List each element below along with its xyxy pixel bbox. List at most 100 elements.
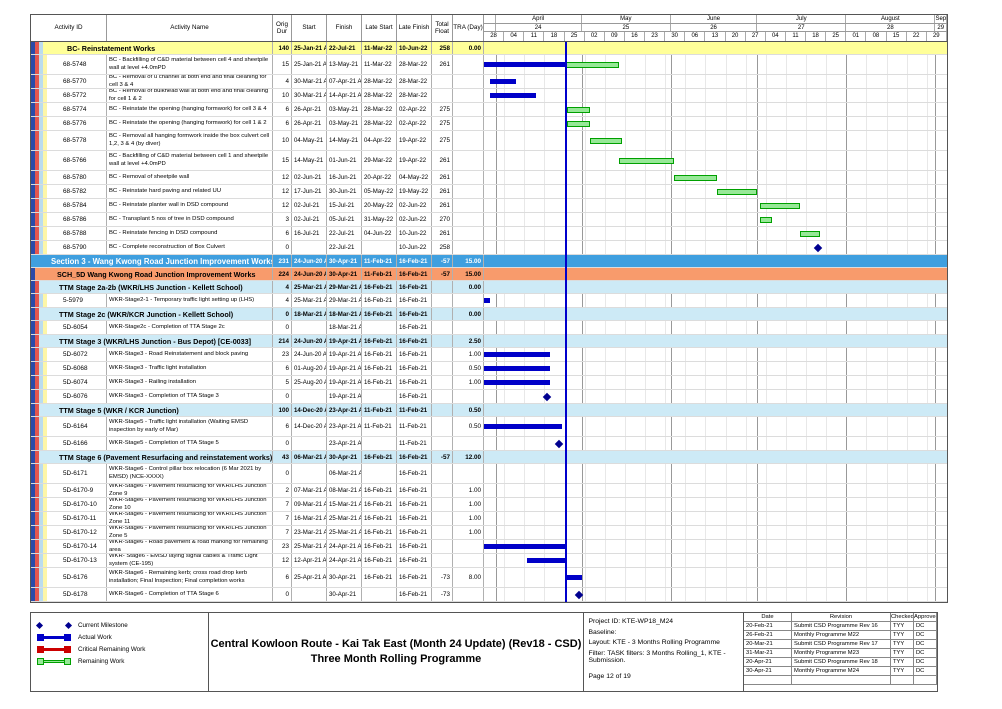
revision-table: Date Revision Checked Approved 20-Feb-21 Subm… bbox=[744, 613, 937, 691]
actual-work-bar[interactable] bbox=[484, 62, 565, 67]
cell-late-finish: 16-Feb-21 bbox=[397, 294, 432, 307]
group-indent-stripe bbox=[43, 568, 47, 587]
group-indent-stripe bbox=[43, 498, 47, 511]
month-number: 27 bbox=[757, 24, 847, 31]
activity-row[interactable]: 68-5772 BC - Removal of bulkhead wall at … bbox=[31, 89, 947, 103]
activity-row[interactable]: 68-5782 BC - Reinstate hard paving and re… bbox=[31, 185, 947, 199]
remaining-work-bar[interactable] bbox=[760, 202, 801, 209]
milestone-icon[interactable] bbox=[574, 590, 584, 599]
cell-activity-name: BC - Removal all hanging formwork inside… bbox=[107, 131, 273, 150]
column-header: Activity ID bbox=[31, 15, 107, 41]
revision-row: 20-Mar-21 Submit CSD Programme Rev 17 TYY D… bbox=[744, 640, 937, 649]
actual-work-bar[interactable] bbox=[527, 558, 565, 563]
cell-activity-id: 5D-6170-11 bbox=[47, 512, 107, 525]
revision-cell: DC bbox=[914, 631, 937, 639]
activity-row[interactable]: 5D-6170-9 WKR-Stage6 - Pavement resurfaci… bbox=[31, 484, 947, 498]
activity-row[interactable]: 5D-6074 WKR-Stage3 - Railing installation… bbox=[31, 376, 947, 390]
remaining-work-bar[interactable] bbox=[619, 157, 674, 164]
remaining-work-bar[interactable] bbox=[567, 120, 591, 127]
activity-row[interactable]: 68-5786 BC - Transplant 5 nos of tree in … bbox=[31, 213, 947, 227]
gantt-row-canvas bbox=[484, 42, 947, 54]
cell-activity-id: 68-5790 bbox=[47, 241, 107, 254]
group-indent-stripe bbox=[39, 464, 43, 483]
activity-row[interactable]: 5D-6068 WKR-Stage3 - Traffic light instal… bbox=[31, 362, 947, 376]
cell-start: 30-Mar-21 A bbox=[292, 89, 327, 102]
actual-work-bar[interactable] bbox=[489, 93, 536, 98]
remaining-work-bar[interactable] bbox=[567, 106, 591, 113]
group-indent-stripe bbox=[35, 199, 39, 212]
cell-activity-id: 5D-6176 bbox=[47, 568, 107, 587]
cell-start bbox=[292, 390, 327, 403]
remaining-work-bar[interactable] bbox=[590, 137, 623, 144]
actual-work-bar[interactable] bbox=[484, 380, 551, 385]
legend-label: Actual Work bbox=[78, 633, 112, 641]
month-name-row: April May June July August Sep bbox=[484, 15, 947, 24]
activity-row[interactable]: 5D-6166 WKR-Stage5 - Completion of TTA St… bbox=[31, 437, 947, 451]
week-label: 20 bbox=[726, 32, 746, 41]
milestone-icon[interactable] bbox=[554, 439, 564, 448]
group-band-row[interactable]: TTM Stage 2a-2b (WKR/LHS Junction - Kell… bbox=[31, 281, 947, 294]
cell-finish: 30-Apr-21 bbox=[327, 255, 362, 267]
cell-dur: 0 bbox=[273, 241, 292, 254]
milestone-icon[interactable] bbox=[543, 392, 552, 401]
cell-late-start: 16-Feb-21 bbox=[362, 484, 397, 497]
group-band-row[interactable]: BC- Reinstatement Works 140 25-Jan-21 A 22-… bbox=[31, 42, 947, 55]
group-band-row[interactable]: SCH_5D Wang Kwong Road Junction Improvem… bbox=[31, 268, 947, 281]
cell-start: 25-Mar-21 A bbox=[292, 540, 327, 553]
activity-row[interactable]: 68-5766 BC - Backfilling of C&D material … bbox=[31, 151, 947, 171]
column-header: Start bbox=[292, 15, 327, 41]
group-band-label: TTM Stage 6 (Pavement Resurfacing and re… bbox=[39, 451, 273, 463]
remaining-work-bar[interactable] bbox=[673, 174, 717, 181]
group-band-row[interactable]: TTM Stage 5 (WKR / KCR Junction) 100 14-De… bbox=[31, 404, 947, 417]
cell-total-float bbox=[432, 484, 453, 497]
activity-row[interactable]: 68-5780 BC - Removal of sheetpile wall 12 0… bbox=[31, 171, 947, 185]
actual-work-bar[interactable] bbox=[484, 424, 562, 429]
activity-row[interactable]: 5D-6170-12 WKR-Stage6 - Pavement resurfac… bbox=[31, 526, 947, 540]
actual-work-bar[interactable] bbox=[484, 352, 551, 357]
remaining-work-bar[interactable] bbox=[760, 216, 772, 223]
activity-row[interactable]: 68-5770 BC - Removal of u channel at both… bbox=[31, 75, 947, 89]
remaining-work-bar[interactable] bbox=[564, 61, 620, 68]
week-label: 18 bbox=[544, 32, 565, 41]
actual-work-bar[interactable] bbox=[484, 298, 490, 303]
actual-work-bar[interactable] bbox=[564, 575, 582, 580]
cell-start: 25-Jan-21 A bbox=[292, 42, 327, 54]
activity-row[interactable]: 68-5788 BC - Reinstate fencing in DSD com… bbox=[31, 227, 947, 241]
group-band-row[interactable]: TTM Stage 2c (WKR/KCR Junction - Kellett… bbox=[31, 308, 947, 321]
cell-dur: 5 bbox=[273, 376, 292, 389]
cell-total-float: 258 bbox=[432, 42, 453, 54]
cell-dur: 4 bbox=[273, 294, 292, 307]
activity-row[interactable]: 5D-6076 WKR-Stage3 - Completion of TTA St… bbox=[31, 390, 947, 404]
actual-work-bar[interactable] bbox=[484, 366, 551, 371]
activity-row[interactable]: 5D-6170-13 WKR- Stage6 - EMSD laying sign… bbox=[31, 554, 947, 568]
activity-row[interactable]: 5-5979 WKR-Stage2-1 - Temporary traffic l… bbox=[31, 294, 947, 308]
group-indent-stripe bbox=[39, 498, 43, 511]
activity-row[interactable]: 68-5748 BC - Backfilling of C&D material … bbox=[31, 55, 947, 75]
activity-row[interactable]: 5D-6176 WKR-Stage6 - Remaining kerb; cros… bbox=[31, 568, 947, 588]
milestone-icon[interactable] bbox=[813, 243, 822, 252]
activity-row[interactable]: 68-5778 BC - Removal all hanging formwork… bbox=[31, 131, 947, 151]
group-band-row[interactable]: Section 3 - Wang Kwong Road Junction Imp… bbox=[31, 255, 947, 268]
group-indent-stripe bbox=[31, 321, 35, 334]
activity-row[interactable]: 5D-6171 WKR-Stage6 - Control pillar box r… bbox=[31, 464, 947, 484]
remaining-work-bar[interactable] bbox=[800, 230, 821, 237]
cell-dur: 12 bbox=[273, 554, 292, 567]
activity-row[interactable]: 5D-6170-11 WKR-Stage6 - Pavement resurfac… bbox=[31, 512, 947, 526]
activity-row[interactable]: 68-5784 BC - Reinstate planter wall in DS… bbox=[31, 199, 947, 213]
activity-row[interactable]: 5D-6170-14 WKR-Stage6 - Road pavement & r… bbox=[31, 540, 947, 554]
activity-row[interactable]: 68-5774 BC - Reinstate the opening (hangi… bbox=[31, 103, 947, 117]
activity-row[interactable]: 5D-6178 WKR-Stage6 - Completion of TTA St… bbox=[31, 588, 947, 602]
activity-row[interactable]: 5D-6164 WKR-Stage5 - Traffic light instal… bbox=[31, 417, 947, 437]
activity-row[interactable]: 68-5790 BC - Complete reconstruction of B… bbox=[31, 241, 947, 255]
revision-cell: TYY bbox=[891, 667, 914, 675]
group-band-row[interactable]: TTM Stage 6 (Pavement Resurfacing and re… bbox=[31, 451, 947, 464]
actual-work-bar[interactable] bbox=[489, 79, 516, 84]
activity-row[interactable]: 5D-6054 WKR-Stage2c - Completion of TTA S… bbox=[31, 321, 947, 335]
remaining-work-bar[interactable] bbox=[716, 188, 758, 195]
cell-finish: 15-Mar-21 A bbox=[327, 498, 362, 511]
group-band-row[interactable]: TTM Stage 3 (WKR/LHS Junction - Bus Depo… bbox=[31, 335, 947, 348]
actual-work-bar[interactable] bbox=[484, 544, 565, 549]
activity-row[interactable]: 5D-6072 WKR-Stage3 - Road Reinstatement a… bbox=[31, 348, 947, 362]
activity-row[interactable]: 5D-6170-10 WKR-Stage6 - Pavement resurfac… bbox=[31, 498, 947, 512]
activity-row[interactable]: 68-5776 BC - Reinstate the opening (hangi… bbox=[31, 117, 947, 131]
